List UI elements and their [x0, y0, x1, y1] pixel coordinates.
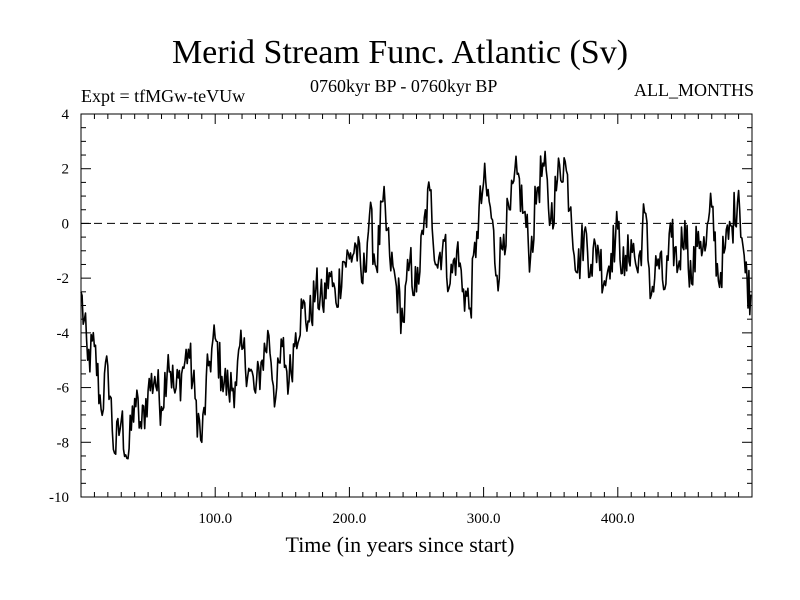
- x-tick-label: 200.0: [333, 511, 367, 527]
- y-tick-label: 0: [62, 216, 70, 232]
- y-tick-label: -6: [57, 381, 70, 397]
- months-label: ALL_MONTHS: [634, 80, 754, 100]
- experiment-label: Expt = tfMGw-teVUw: [81, 86, 246, 106]
- x-tick-label: 100.0: [198, 511, 232, 527]
- plot-frame: [80, 113, 753, 498]
- y-tick-label: 2: [62, 162, 70, 178]
- x-tick-label: 300.0: [467, 511, 501, 527]
- x-axis-label: Time (in years since start): [285, 532, 515, 557]
- y-tick-label: -10: [49, 490, 69, 506]
- series-line: [80, 150, 752, 460]
- time-range-label: 0760kyr BP - 0760kyr BP: [310, 76, 498, 96]
- x-tick-label: 400.0: [601, 511, 635, 527]
- y-tick-label: -4: [57, 326, 70, 342]
- y-tick-label: -2: [57, 271, 70, 287]
- chart-title: Merid Stream Func. Atlantic (Sv): [171, 34, 629, 71]
- y-tick-label: 4: [62, 107, 70, 123]
- y-tick-label: -8: [57, 435, 70, 451]
